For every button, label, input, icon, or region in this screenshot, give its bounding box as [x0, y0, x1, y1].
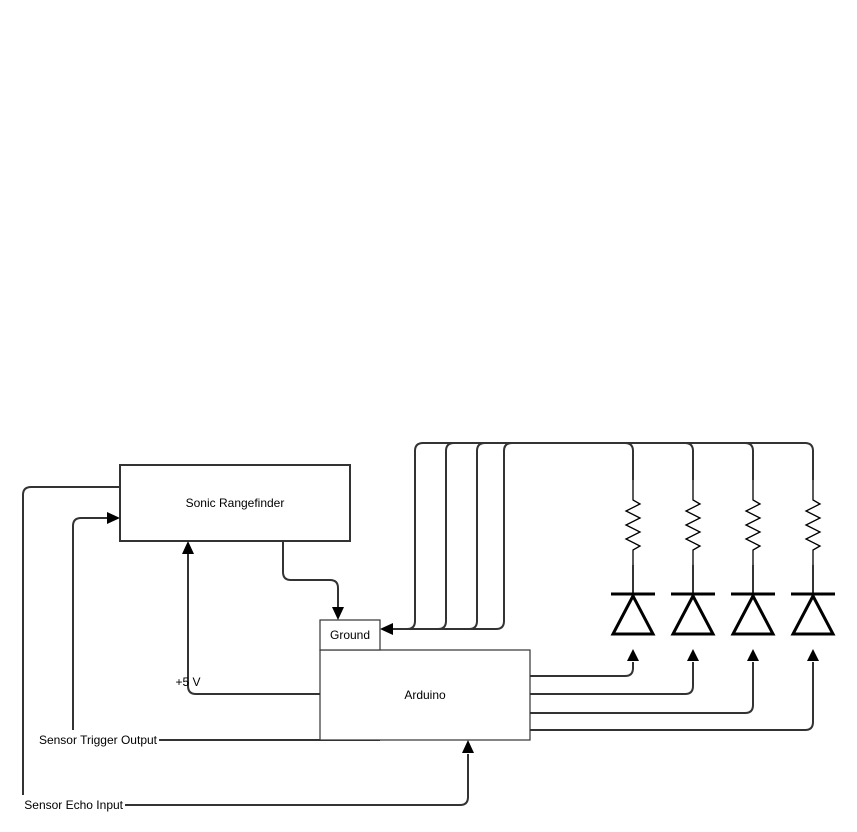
wire-arduino-led1 — [530, 662, 634, 677]
wire-led4-ground — [393, 442, 814, 630]
wire-arduino-led4 — [530, 662, 814, 731]
resistor-1 — [624, 480, 642, 565]
wire-rangefinder-echo-out — [22, 486, 120, 795]
arrow-into-arduino-echo — [462, 740, 474, 753]
rangefinder-label: Sonic Rangefinder — [186, 496, 285, 510]
diode-3 — [730, 592, 776, 636]
wire-led3-ground — [393, 442, 754, 630]
arrowheads — [107, 512, 819, 753]
resistor-3 — [744, 480, 762, 565]
wires — [22, 442, 814, 806]
echo-label: Sensor Echo Input — [24, 798, 123, 812]
arrow-into-ground-top — [332, 607, 344, 620]
block-arduino: Arduino — [319, 649, 531, 741]
wire-led1-ground — [393, 442, 634, 630]
wire-echo-to-arduino — [125, 754, 469, 806]
wire-5v-to-rangefinder — [187, 554, 320, 695]
block-rangefinder: Sonic Rangefinder — [119, 464, 351, 542]
resistors — [624, 480, 822, 565]
arrow-into-led1 — [627, 649, 639, 661]
arrow-into-ground-right — [380, 623, 393, 635]
wire-rangefinder-ground — [282, 541, 339, 608]
resistor-2 — [684, 480, 702, 565]
diode-2 — [670, 592, 716, 636]
wire-led2-ground — [393, 442, 694, 630]
arduino-label: Arduino — [404, 688, 446, 702]
wire-arduino-led2 — [530, 662, 694, 695]
ground-label: Ground — [330, 628, 370, 642]
trigger-label: Sensor Trigger Output — [39, 733, 158, 747]
resistor-4 — [804, 480, 822, 565]
diode-4 — [790, 592, 836, 636]
arrow-into-rangefinder-trigger — [107, 512, 120, 524]
arrow-into-led2 — [687, 649, 699, 661]
wire-trigger-to-rangefinder — [72, 517, 108, 730]
block-ground: Ground — [319, 619, 381, 651]
power-label: +5 V — [175, 675, 200, 689]
wire-arduino-led3 — [530, 662, 754, 714]
arrow-into-led3 — [747, 649, 759, 661]
diodes — [610, 592, 836, 636]
signal-labels: +5 V Sensor Trigger Output Sensor Echo I… — [24, 675, 200, 812]
arrow-into-led4 — [807, 649, 819, 661]
arrow-into-rangefinder-power — [182, 541, 194, 554]
diode-1 — [610, 592, 656, 636]
